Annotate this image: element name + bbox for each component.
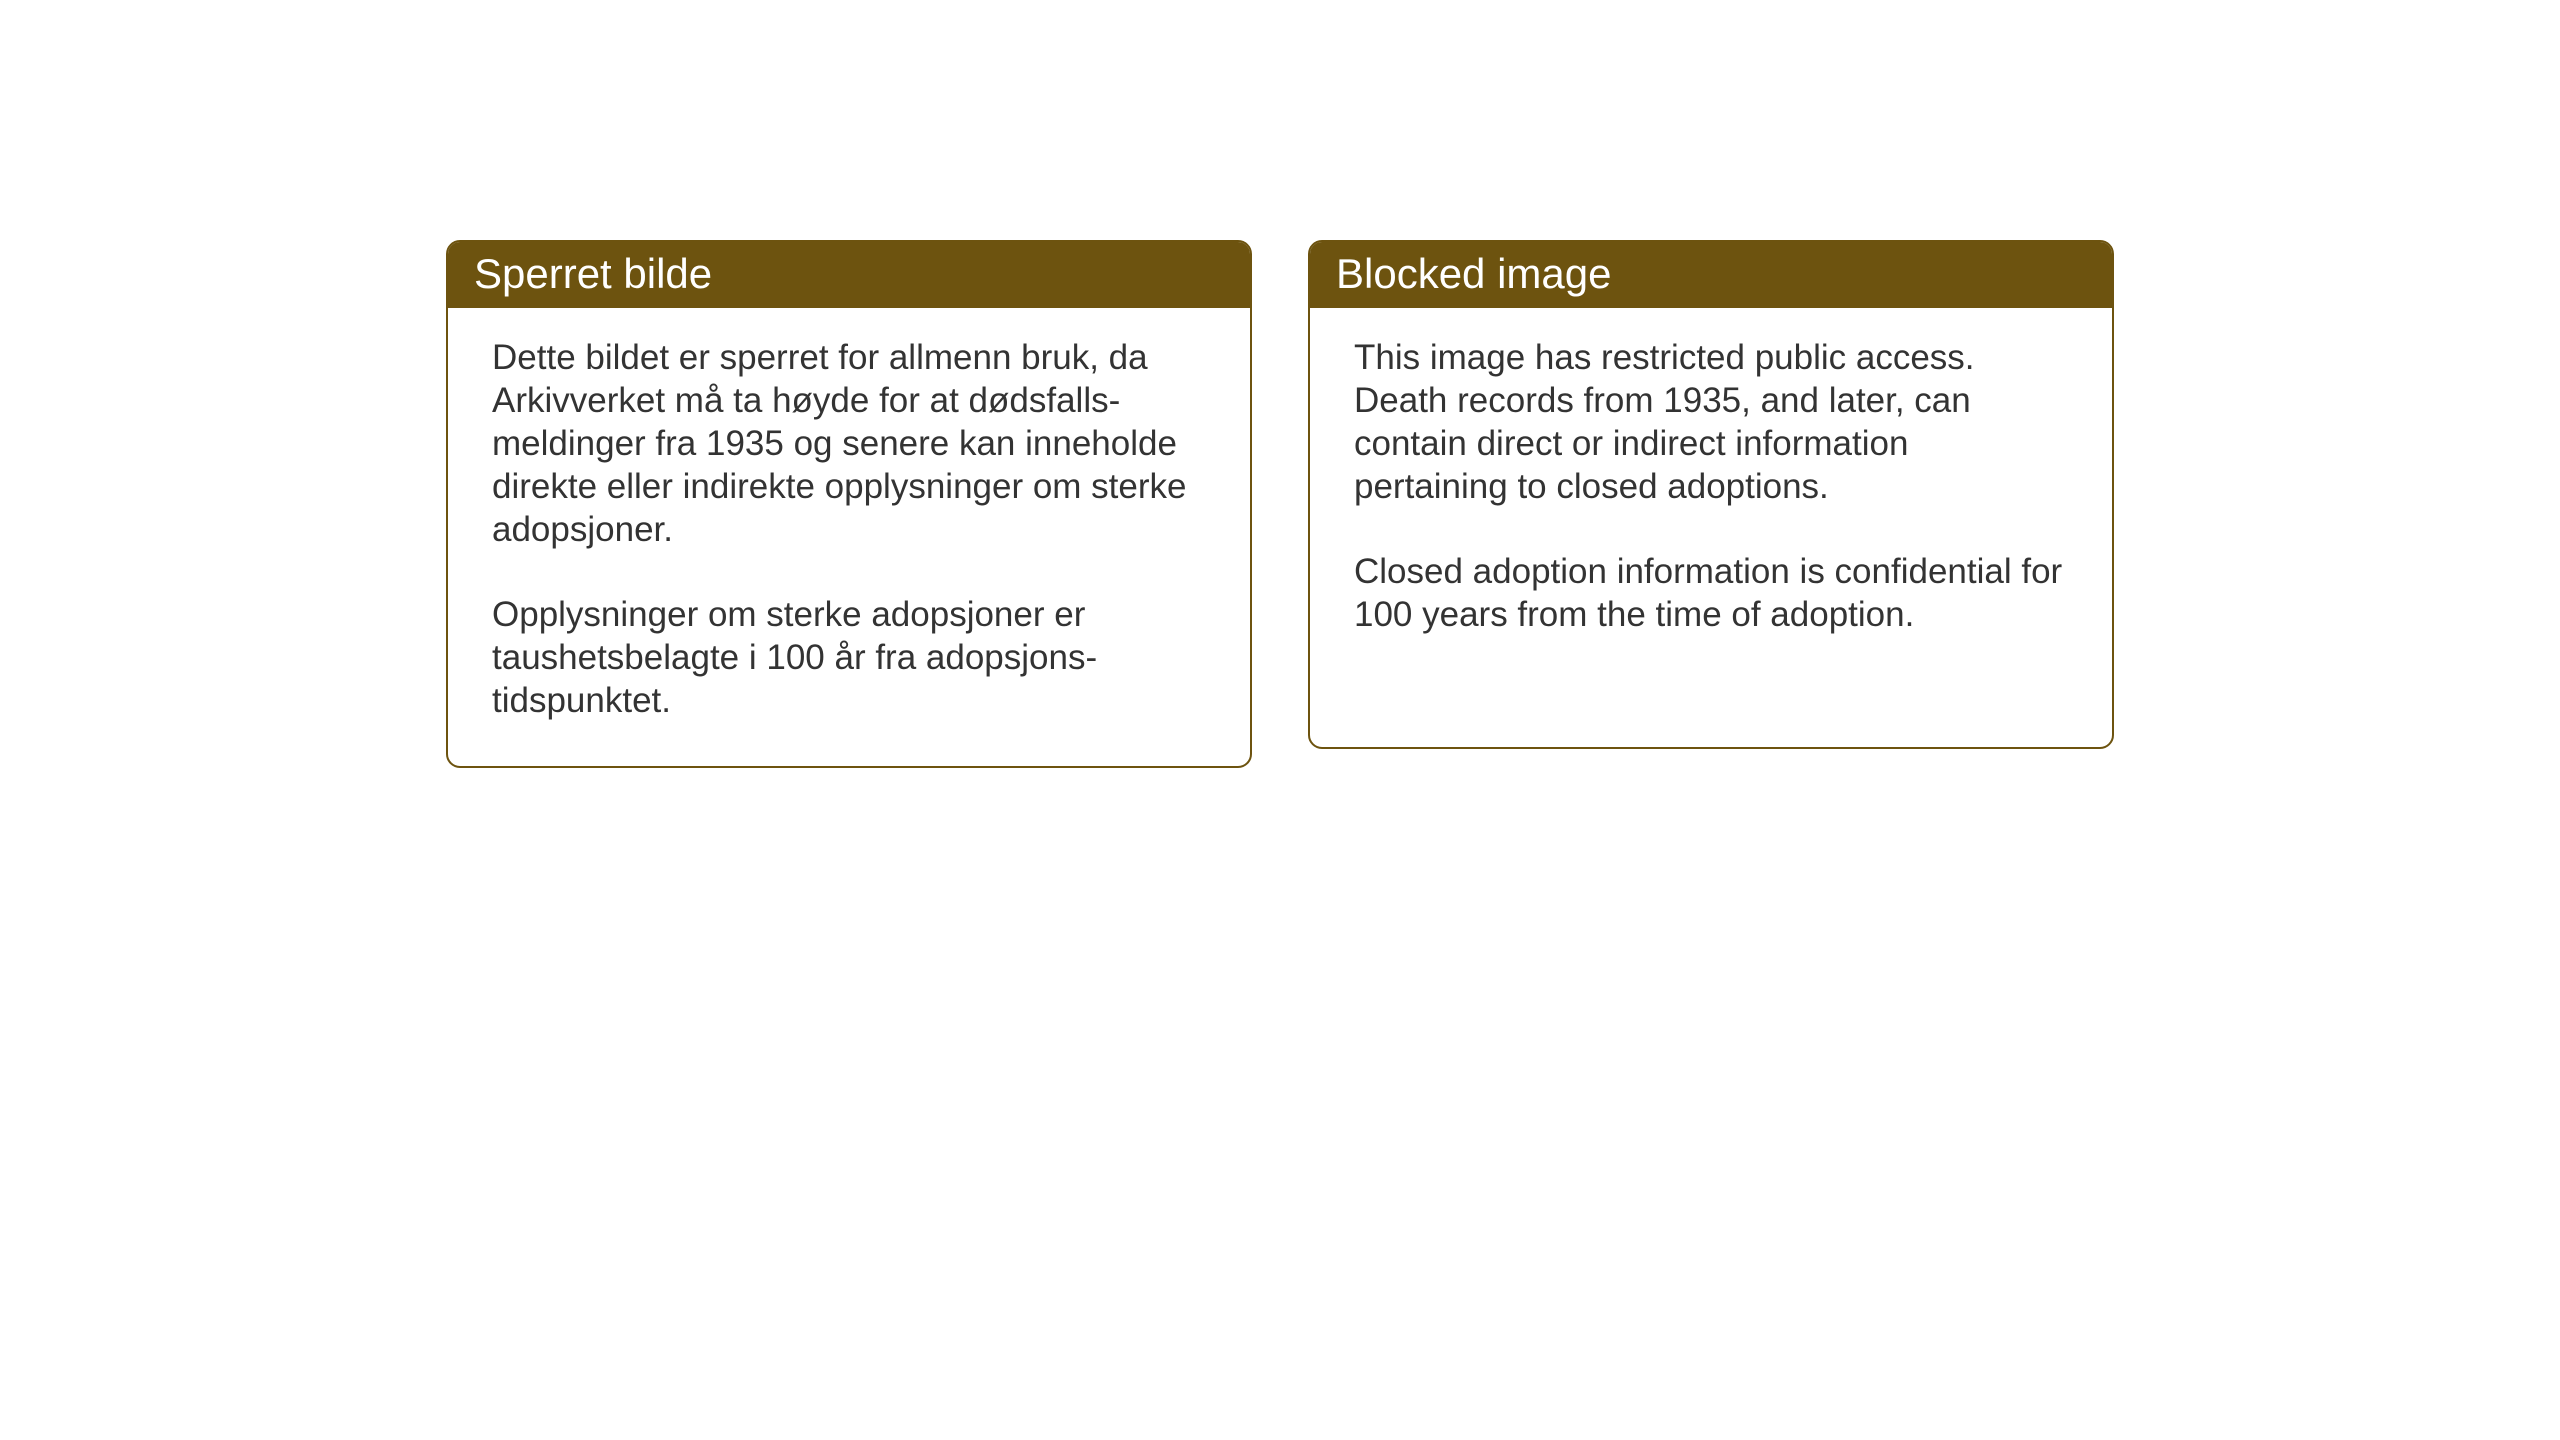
english-notice-card: Blocked image This image has restricted … (1308, 240, 2114, 749)
norwegian-card-title: Sperret bilde (448, 242, 1250, 308)
norwegian-paragraph-1: Dette bildet er sperret for allmenn bruk… (492, 336, 1206, 551)
english-card-title: Blocked image (1310, 242, 2112, 308)
notice-cards-container: Sperret bilde Dette bildet er sperret fo… (0, 0, 2560, 768)
norwegian-notice-card: Sperret bilde Dette bildet er sperret fo… (446, 240, 1252, 768)
norwegian-paragraph-2: Opplysninger om sterke adopsjoner er tau… (492, 593, 1206, 722)
english-card-body: This image has restricted public access.… (1310, 308, 2112, 680)
english-paragraph-1: This image has restricted public access.… (1354, 336, 2068, 508)
english-paragraph-2: Closed adoption information is confident… (1354, 550, 2068, 636)
norwegian-card-body: Dette bildet er sperret for allmenn bruk… (448, 308, 1250, 766)
